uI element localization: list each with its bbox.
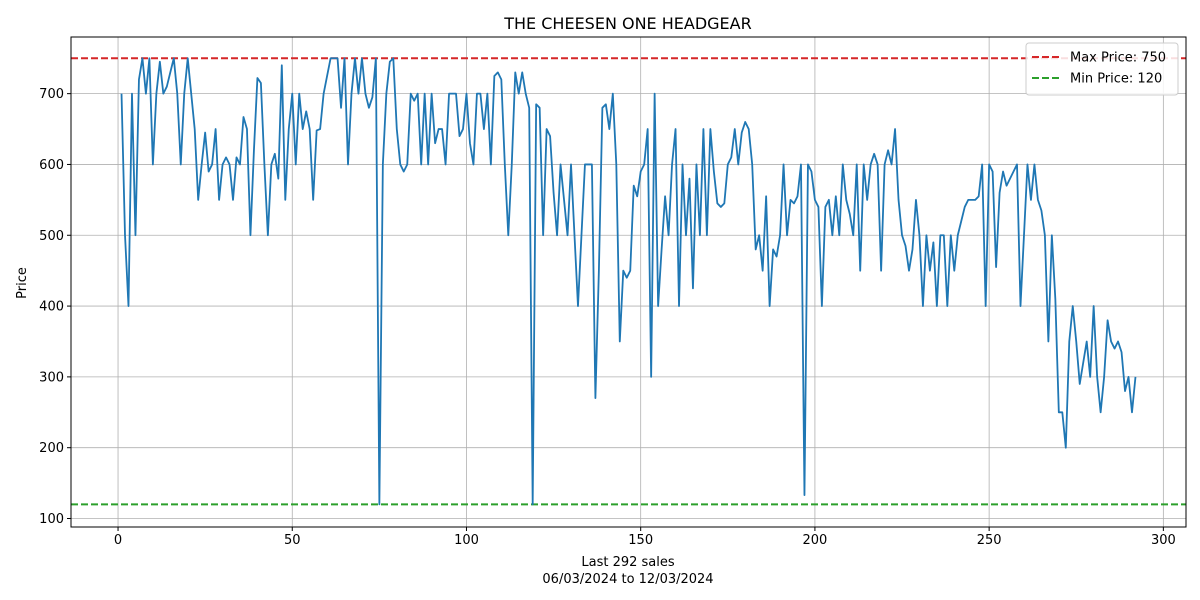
axes-frame: [70, 36, 1187, 528]
legend: Max Price: 750 Min Price: 120: [1025, 42, 1179, 96]
y-tick-label: 600: [39, 158, 64, 173]
series-group: [120, 57, 1137, 506]
x-axis: 0 50 100 150 200 250 300: [114, 527, 1176, 548]
y-axis: 100 200 300 400 500 600 700: [39, 87, 71, 527]
y-tick-label: 100: [39, 512, 64, 527]
y-tick-label: 700: [39, 87, 64, 102]
y-tick-label: 500: [39, 229, 64, 244]
legend-label: Max Price: 750: [1070, 51, 1166, 66]
x-tick-label: 200: [803, 533, 828, 548]
x-tick-label: 300: [1151, 533, 1176, 548]
legend-box: [1025, 42, 1179, 96]
x-tick-label: 250: [977, 533, 1002, 548]
y-axis-label: Price: [15, 267, 30, 299]
x-tick-label: 0: [114, 533, 122, 548]
x-axis-sublabel: 06/03/2024 to 12/03/2024: [542, 572, 713, 587]
x-axis-label: Last 292 sales: [581, 555, 675, 570]
y-tick-label: 200: [39, 441, 64, 456]
y-tick-label: 300: [39, 370, 64, 385]
y-tick-label: 400: [39, 300, 64, 315]
grid: [71, 37, 1186, 527]
x-tick-label: 150: [628, 533, 653, 548]
price-series-line: [120, 57, 1137, 506]
chart-title: THE CHEESEN ONE HEADGEAR: [503, 14, 751, 33]
x-tick-label: 50: [284, 533, 301, 548]
x-tick-label: 100: [454, 533, 479, 548]
reference-lines: [71, 57, 1186, 506]
legend-label: Min Price: 120: [1070, 72, 1162, 87]
